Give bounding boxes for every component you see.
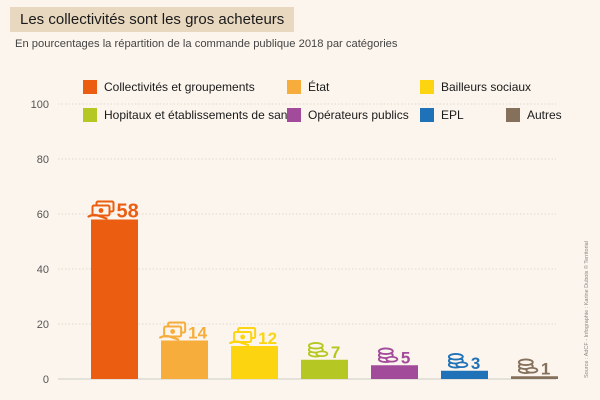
coins-icon-coin-side [315, 350, 329, 358]
legend-swatch-collectivites [83, 80, 97, 94]
legend-label-hopitaux: Hopitaux et établissements de santé [104, 108, 298, 122]
legend-label-operateurs: Opérateurs publics [308, 108, 409, 122]
legend-item-collectivites: Collectivités et groupements [83, 80, 255, 94]
coins-icon-coin-side [385, 355, 399, 363]
legend-swatch-autres [506, 108, 520, 122]
coins-icon-coin [377, 347, 394, 355]
data-label-5: 3 [471, 354, 480, 373]
y-tick-label-80: 80 [37, 154, 49, 166]
legend-swatch-operateurs [287, 108, 301, 122]
y-tick-label-0: 0 [43, 374, 49, 386]
legend-item-operateurs: Opérateurs publics [287, 108, 409, 122]
money-icon-hand [229, 340, 250, 347]
legend-swatch-hopitaux [83, 108, 97, 122]
data-label-6: 1 [541, 359, 550, 378]
legend-item-epl: EPL [420, 108, 464, 122]
legend-label-collectivites: Collectivités et groupements [104, 80, 255, 94]
y-tick-label-60: 60 [37, 209, 49, 221]
source-credit: Source : AdCF - Infographie : Karine Dub… [584, 241, 590, 378]
coins-icon-coin-side [455, 361, 469, 369]
bar-4 [371, 365, 418, 379]
y-tick-label-20: 20 [37, 319, 49, 331]
legend-label-autres: Autres [527, 108, 562, 122]
y-tick-label-100: 100 [31, 99, 49, 111]
legend-swatch-epl [420, 108, 434, 122]
legend-item-etat: État [287, 80, 329, 94]
coins-icon-coin [447, 353, 464, 361]
legend-label-etat: État [308, 80, 330, 94]
page-title: Les collectivités sont les gros acheteur… [20, 11, 285, 28]
legend-label-epl: EPL [441, 108, 464, 122]
bar-2 [231, 346, 278, 379]
legend-item-hopitaux: Hopitaux et établissements de santé [83, 108, 297, 122]
money-icon-coin [240, 334, 246, 340]
bar-label-group-1: 14 [159, 321, 208, 343]
y-tick-label-40: 40 [37, 264, 49, 276]
data-label-0: 58 [117, 201, 139, 223]
money-icon-coin [170, 329, 176, 334]
bar-label-group-3: 7 [307, 342, 340, 362]
data-label-3: 7 [331, 343, 340, 362]
legend-item-bailleurs: Bailleurs sociaux [420, 80, 531, 94]
bar-1 [161, 340, 208, 379]
money-icon-hand [159, 334, 180, 341]
coins-icon-coin [307, 342, 324, 350]
data-label-1: 14 [188, 324, 207, 343]
bar-label-group-5: 3 [447, 353, 480, 373]
data-label-4: 5 [401, 348, 410, 367]
bar-3 [301, 359, 348, 379]
bar-0 [91, 219, 138, 379]
coins-icon-coin-side [525, 366, 539, 374]
money-icon-hand [87, 213, 108, 220]
coins-icon-coin [517, 358, 534, 366]
page-subtitle: En pourcentages la répartition de la com… [15, 38, 398, 50]
bar-label-group-4: 5 [377, 347, 410, 367]
bar-label-group-0: 58 [87, 200, 139, 223]
legend-label-bailleurs: Bailleurs sociaux [441, 80, 532, 94]
legend-swatch-etat [287, 80, 301, 94]
legend-swatch-bailleurs [420, 80, 434, 94]
bar-6 [511, 376, 558, 379]
title-box: Les collectivités sont les gros acheteur… [10, 7, 295, 32]
bar-label-group-2: 12 [229, 327, 277, 348]
money-icon-coin [98, 208, 104, 213]
bar-5 [441, 370, 488, 379]
bar-label-group-6: 1 [517, 358, 550, 378]
data-label-2: 12 [258, 329, 277, 348]
legend-item-autres: Autres [506, 108, 562, 122]
